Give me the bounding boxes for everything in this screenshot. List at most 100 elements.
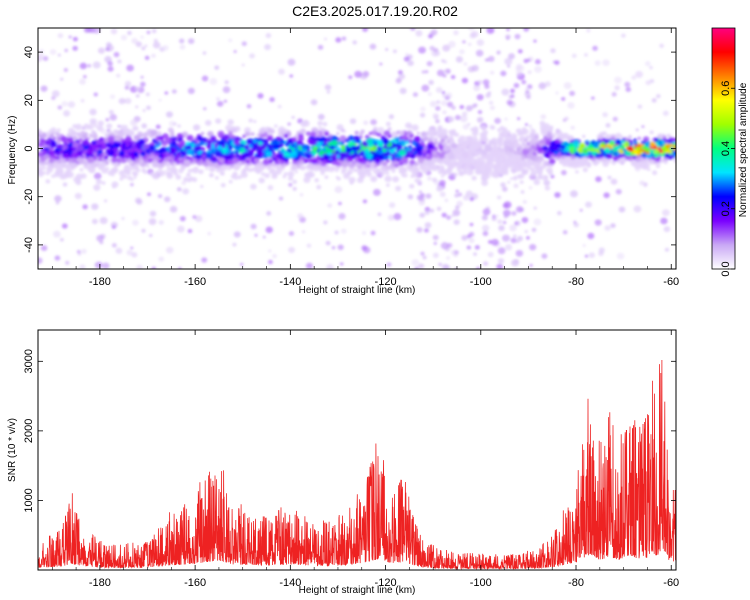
- spectrogram-cell: [161, 140, 168, 147]
- spectrogram-cell: [407, 145, 413, 149]
- spectrogram-cell: [282, 130, 287, 135]
- spectrogram-cell: [651, 98, 657, 103]
- spectrogram-cell: [297, 140, 303, 146]
- spectrogram-cell: [277, 104, 282, 109]
- spectrogram-cell: [548, 158, 556, 165]
- spectrogram-cell: [451, 105, 456, 110]
- spectrogram-cell: [372, 188, 381, 196]
- spectrogram-cell: [103, 155, 109, 160]
- spectrogram-cell: [433, 241, 437, 245]
- spectrogram-cell: [144, 44, 148, 48]
- spectrogram-cell: [278, 160, 282, 164]
- spectrogram-panel: -180 -160 -140 -120 -100 -80 -60 -40 -20 0 20 40 H…: [7, 27, 679, 296]
- spectrogram-cell: [427, 91, 432, 96]
- spectrogram-cell: [616, 152, 620, 155]
- spectrogram-cell: [64, 163, 70, 168]
- spectrogram-cell: [541, 145, 548, 151]
- colorbar-tick-label: 0.6: [720, 81, 732, 96]
- spectrogram-cell: [390, 157, 394, 161]
- spectrogram-cell: [435, 106, 441, 111]
- spectrogram-cell: [588, 252, 595, 259]
- spectrogram-cell: [436, 206, 442, 211]
- spectrogram-cell: [385, 48, 389, 51]
- spectrogram-cell: [625, 86, 632, 92]
- spectrogram-cell: [598, 251, 604, 257]
- spectrogram-cell: [72, 36, 78, 42]
- spectrogram-cell: [666, 133, 670, 137]
- spectrogram-cell: [38, 151, 42, 158]
- spectrogram-cell: [345, 139, 350, 143]
- spectrogram-cell: [486, 28, 495, 34]
- spectrogram-cell: [214, 65, 220, 70]
- spectrogram-cell: [142, 109, 146, 112]
- spectrogram-cell: [462, 152, 469, 159]
- spectrogram-cell: [399, 159, 403, 163]
- spectrogram-cell: [96, 125, 104, 132]
- spectrogram-cell: [360, 129, 365, 134]
- spectrogram-cell: [334, 185, 343, 194]
- spectrogram-cell: [105, 44, 114, 52]
- spectrogram-cell: [287, 122, 292, 126]
- spectrogram-cell: [63, 68, 69, 72]
- spectrogram-cell: [445, 92, 453, 99]
- spectrogram-cell: [323, 37, 328, 41]
- spectrogram-cell: [395, 185, 402, 192]
- spectrogram-cell: [327, 203, 333, 208]
- spectrogram-cell: [424, 147, 428, 151]
- spectrogram-cell: [132, 219, 139, 226]
- spectrogram-cell: [135, 94, 140, 98]
- spectrogram-cell: [413, 151, 418, 155]
- spectrogram-cell: [362, 28, 369, 32]
- spectrogram-cell: [256, 148, 263, 155]
- spectrogram-cell: [389, 202, 396, 208]
- spectrogram-cell: [635, 157, 641, 162]
- spectrogram-cell: [112, 185, 116, 189]
- spectrogram-cell: [585, 142, 590, 146]
- spectrogram-cell: [169, 132, 175, 138]
- spectrogram-cell: [611, 160, 617, 165]
- spectrogram-cell: [91, 203, 99, 210]
- spectrogram-cell: [441, 263, 450, 269]
- spectrogram-cell: [489, 70, 495, 75]
- spectrogram-cell: [288, 161, 293, 166]
- spectrogram-cell: [261, 172, 266, 176]
- spectrogram-cell: [78, 138, 83, 143]
- spectrogram-cell: [478, 147, 483, 151]
- spectrogram-cell: [444, 68, 451, 74]
- spectrogram-cell: [342, 129, 347, 133]
- spectrogram-cell: [562, 230, 568, 235]
- spectrogram-cell: [66, 132, 71, 137]
- spectrogram-cell: [491, 216, 497, 221]
- spectrogram-cell: [607, 159, 612, 164]
- spectrogram-cell: [377, 126, 385, 133]
- spectrogram-cell: [430, 129, 435, 133]
- spectrogram-cell: [254, 233, 258, 237]
- spectrogram-cell: [164, 91, 169, 95]
- spectrogram-cell: [323, 220, 328, 225]
- spectrogram-cell: [148, 218, 157, 226]
- spectrogram-cell: [109, 94, 116, 100]
- spectrogram-cell: [509, 88, 515, 94]
- spectrogram-cell: [254, 164, 259, 169]
- spectrogram-cell: [292, 179, 298, 184]
- spectrogram-cell: [514, 33, 521, 40]
- spectrogram-cell: [260, 143, 267, 150]
- spectrogram-cell: [483, 261, 489, 266]
- spectrogram-cell: [348, 75, 353, 80]
- spectrogram-cell: [147, 192, 151, 196]
- spectrogram-cell: [522, 148, 530, 155]
- spectrogram-cell: [453, 219, 460, 225]
- colorbar-tick-label: 0.2: [720, 201, 732, 216]
- spectrogram-cell: [127, 30, 132, 36]
- spectrogram-cell: [645, 80, 651, 86]
- spectrogram-cell: [528, 124, 532, 128]
- spectrogram-cell: [653, 150, 657, 154]
- spectrogram-cell: [533, 206, 537, 210]
- spectrogram-cell: [539, 143, 544, 148]
- spectrogram-cell: [158, 135, 164, 141]
- spectrogram-cell: [220, 182, 226, 188]
- spectrogram-cell: [288, 231, 295, 236]
- spectrogram-cell: [230, 151, 234, 155]
- spectrogram-cell: [503, 160, 511, 168]
- spectrogram-cell: [515, 70, 523, 77]
